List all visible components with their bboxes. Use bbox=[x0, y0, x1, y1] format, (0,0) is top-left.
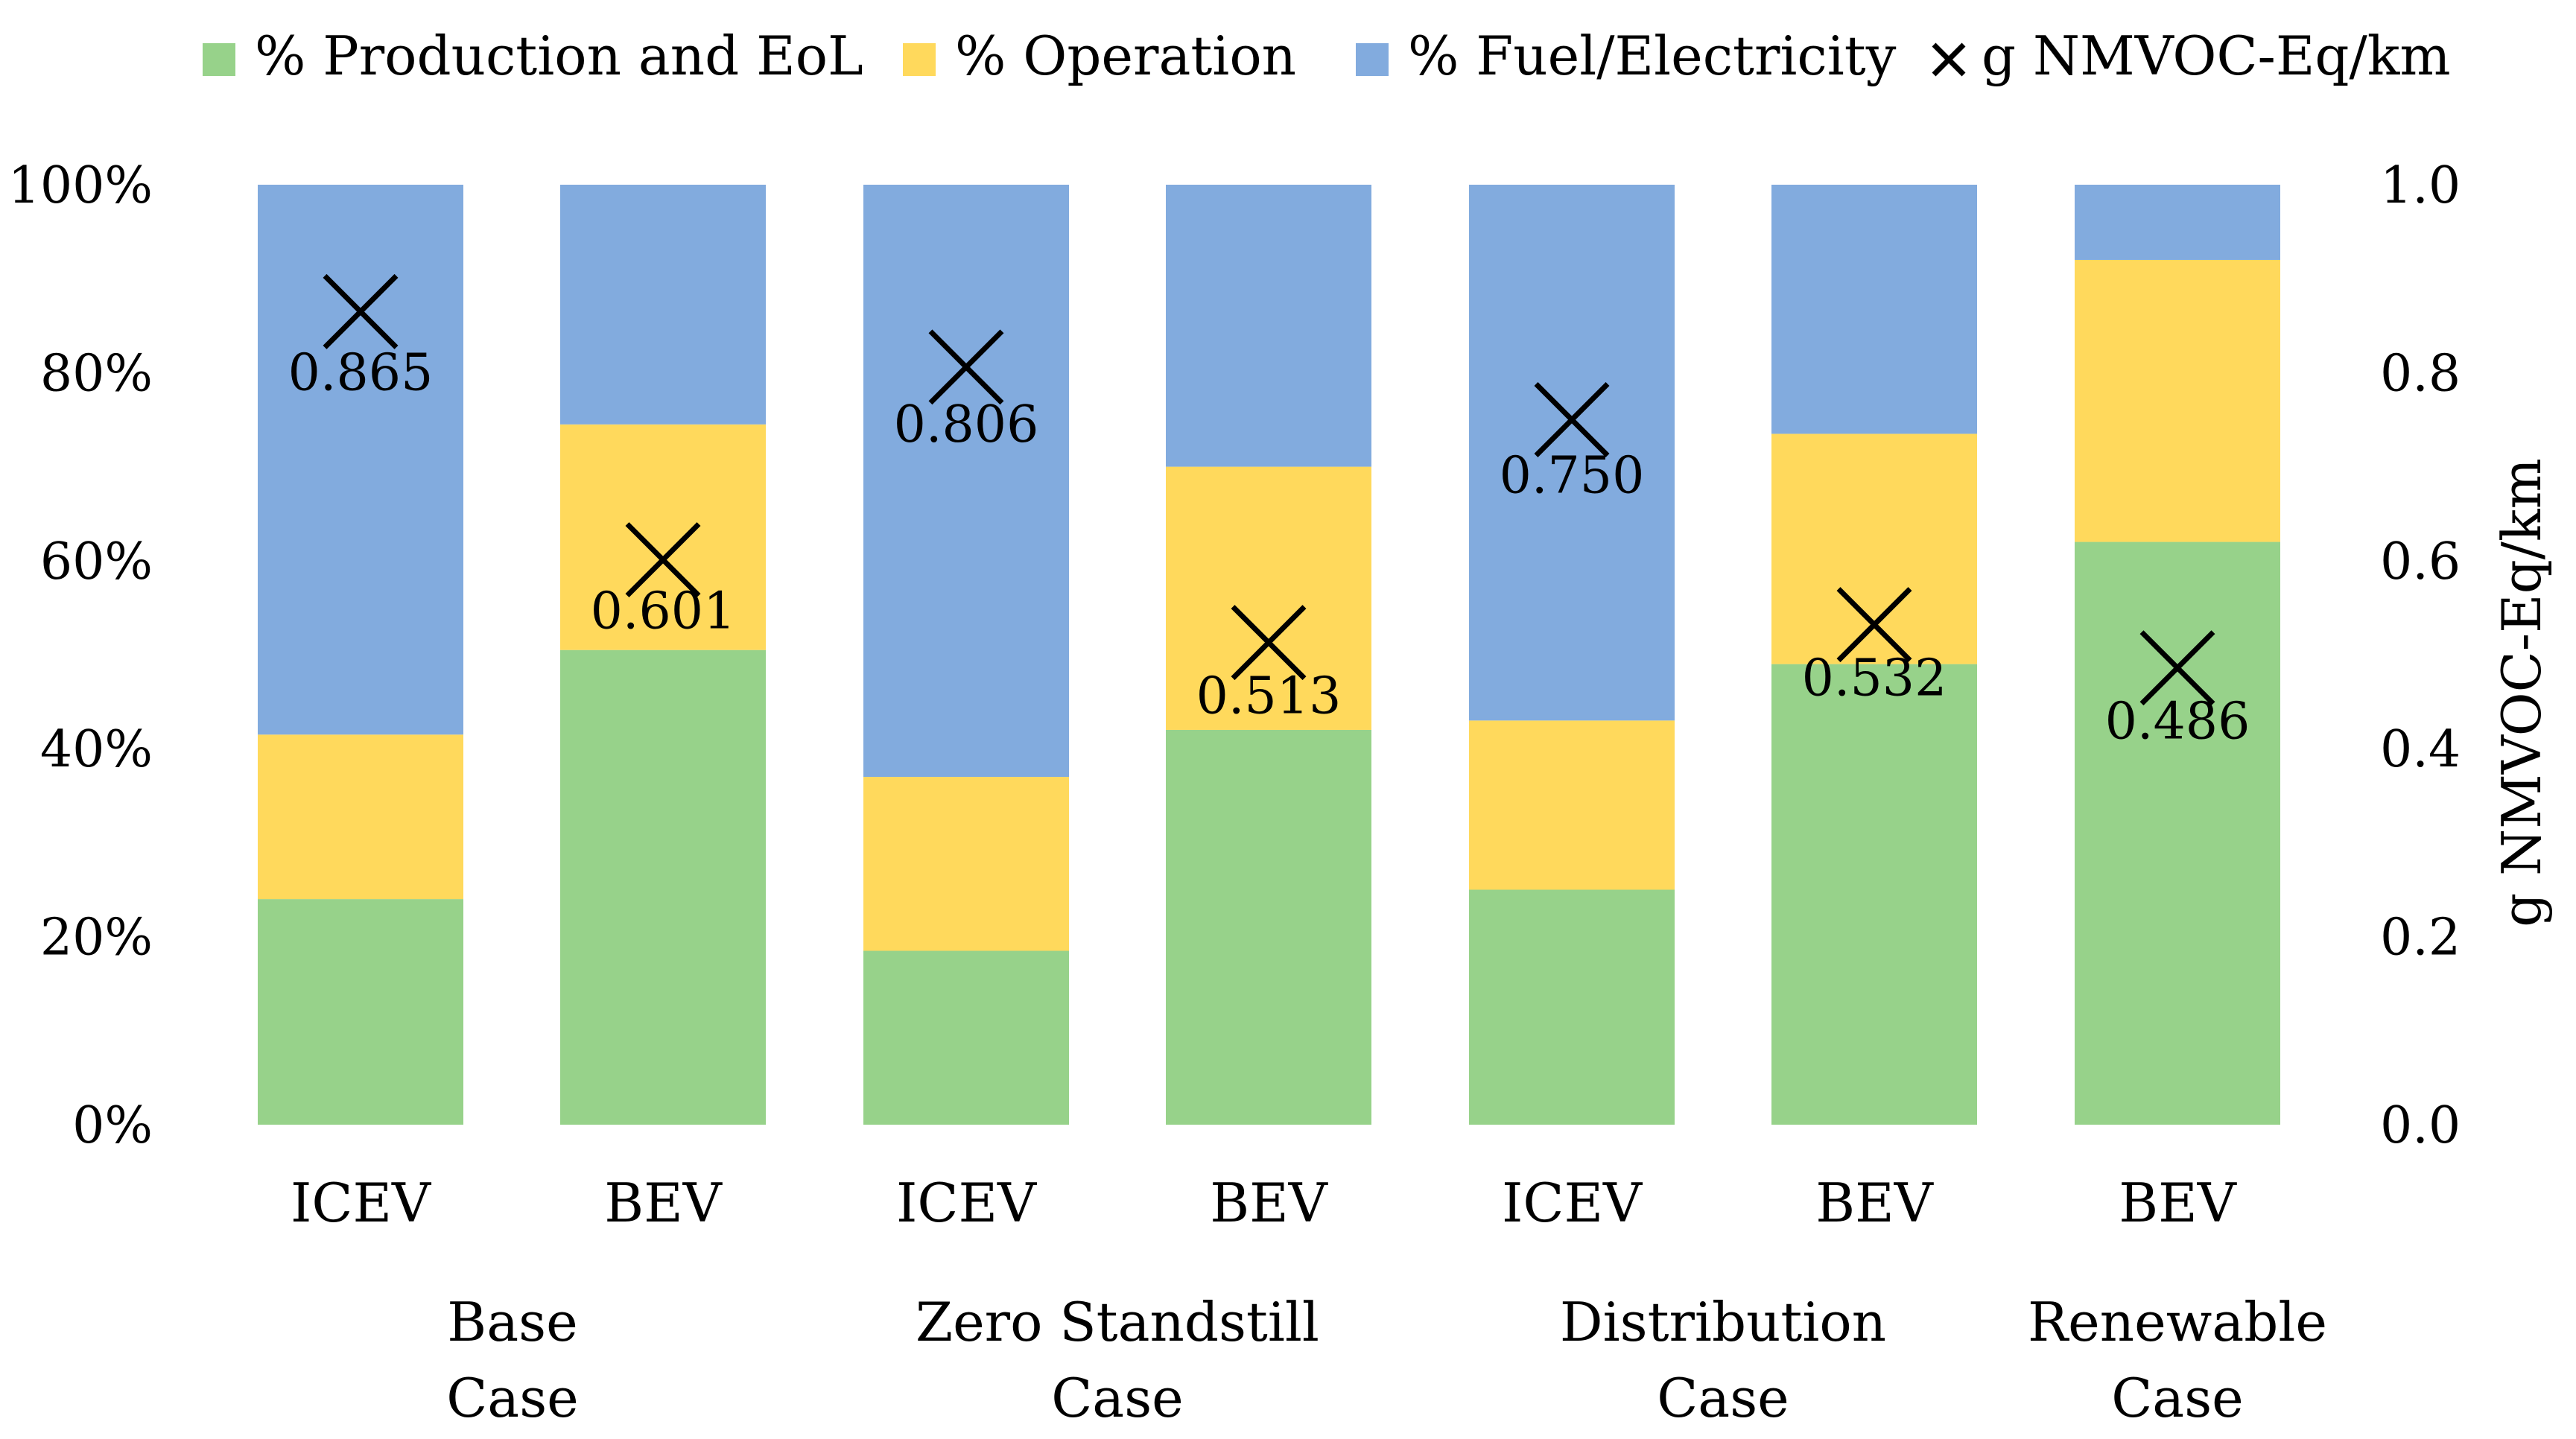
marker-value-label: 0.486 bbox=[2105, 693, 2250, 752]
category-label: ICEV bbox=[291, 1172, 432, 1234]
bar-segment-production bbox=[1469, 890, 1675, 1125]
bar-segment-production bbox=[1771, 664, 1977, 1125]
right-tick-label: 0.0 bbox=[2380, 1096, 2461, 1155]
group-label-line2: Case bbox=[1051, 1367, 1184, 1429]
right-tick-label: 0.6 bbox=[2380, 533, 2461, 591]
legend-swatch-2 bbox=[903, 43, 936, 76]
bar-segment-fuel bbox=[258, 185, 463, 734]
bar-stack bbox=[258, 185, 463, 1125]
group-label-line2: Case bbox=[446, 1367, 579, 1429]
bar-segment-fuel bbox=[1771, 185, 1977, 433]
bar-segment-fuel bbox=[863, 185, 1069, 777]
legend-label-2: % Operation bbox=[955, 25, 1296, 87]
bar-segment-production bbox=[2075, 542, 2280, 1125]
legend-swatch-3 bbox=[1356, 43, 1389, 76]
bar-stack bbox=[863, 185, 1069, 1125]
marker-value-label: 0.806 bbox=[894, 396, 1039, 454]
left-tick-label: 0% bbox=[72, 1096, 153, 1155]
bar-segment-fuel bbox=[560, 185, 766, 425]
left-tick-label: 80% bbox=[40, 344, 153, 403]
right-tick-label: 0.4 bbox=[2380, 720, 2461, 779]
bar-segment-production bbox=[863, 951, 1069, 1125]
bar-segment-operation bbox=[2075, 260, 2280, 542]
bar-segment-production bbox=[560, 650, 766, 1125]
right-axis-title: g NMVOC-Eq/km bbox=[2490, 458, 2553, 927]
bar-segment-production bbox=[258, 899, 463, 1125]
category-label: BEV bbox=[604, 1172, 723, 1234]
right-tick-label: 0.8 bbox=[2380, 344, 2461, 403]
marker-value-label: 0.513 bbox=[1196, 667, 1342, 726]
bar-segment-fuel bbox=[1166, 185, 1371, 467]
category-label: BEV bbox=[2119, 1172, 2237, 1234]
right-tick-label: 0.2 bbox=[2380, 909, 2461, 968]
bar-stack bbox=[2075, 185, 2280, 1125]
bars bbox=[258, 185, 2280, 1125]
group-labels: Base Case Zero Standstill Case Distribution C… bbox=[446, 1291, 2327, 1429]
stacked-bar-chart: % Production and EoL % Operation % Fuel/El… bbox=[0, 0, 2576, 1439]
group-label-line1: Zero Standstill bbox=[916, 1291, 1319, 1353]
left-tick-label: 100% bbox=[8, 156, 153, 215]
marker-value-label: 0.865 bbox=[288, 343, 434, 402]
legend-swatch-1 bbox=[203, 43, 235, 76]
legend-marker-x-icon bbox=[1934, 45, 1964, 74]
group-label-line1: Base bbox=[447, 1291, 577, 1353]
legend: % Production and EoL % Operation % Fuel/El… bbox=[203, 25, 2451, 87]
bar-stack bbox=[560, 185, 766, 1125]
marker-value-label: 0.750 bbox=[1500, 447, 1645, 506]
legend-label-3: % Fuel/Electricity bbox=[1408, 25, 1897, 87]
group-label-line2: Case bbox=[1657, 1367, 1789, 1429]
bar-stack bbox=[1469, 185, 1675, 1125]
category-label: ICEV bbox=[896, 1172, 1038, 1234]
legend-label-markers: g NMVOC-Eq/km bbox=[1982, 25, 2451, 87]
legend-label-1: % Production and EoL bbox=[255, 25, 863, 87]
category-labels: ICEV BEV ICEV BEV ICEV BEV BEV bbox=[291, 1172, 2238, 1234]
bar-segment-operation bbox=[863, 777, 1069, 950]
group-label-line1: Renewable bbox=[2028, 1291, 2327, 1353]
right-tick-label: 1.0 bbox=[2380, 156, 2461, 215]
left-tick-label: 20% bbox=[40, 909, 153, 968]
group-label-line2: Case bbox=[2111, 1367, 2244, 1429]
right-y-axis: 0.0 0.2 0.4 0.6 0.8 1.0 bbox=[2380, 156, 2461, 1155]
marker-value-label: 0.601 bbox=[591, 582, 736, 641]
marker-value-label: 0.532 bbox=[1802, 649, 1947, 708]
group-label-line1: Distribution bbox=[1560, 1291, 1886, 1353]
left-tick-label: 60% bbox=[40, 533, 153, 591]
category-label: BEV bbox=[1210, 1172, 1328, 1234]
bar-segment-fuel bbox=[2075, 185, 2280, 260]
category-label: ICEV bbox=[1502, 1172, 1643, 1234]
category-label: BEV bbox=[1815, 1172, 1934, 1234]
left-y-axis: 0% 20% 40% 60% 80% 100% bbox=[8, 156, 153, 1155]
bar-segment-operation bbox=[1469, 720, 1675, 889]
bar-segment-operation bbox=[258, 734, 463, 899]
bar-segment-production bbox=[1166, 730, 1371, 1125]
bar-stack bbox=[1166, 185, 1371, 1125]
left-tick-label: 40% bbox=[40, 720, 153, 779]
bar-segment-operation bbox=[1771, 433, 1977, 664]
